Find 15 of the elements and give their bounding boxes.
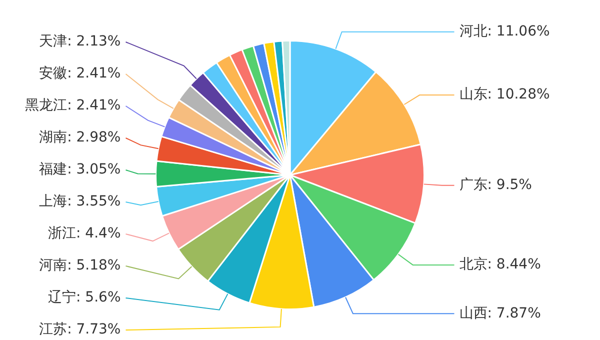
slice-label: 天津: 2.13% (39, 34, 121, 50)
slice-label: 河北: 11.06% (459, 23, 550, 40)
slice-label: 安徽: 2.41% (39, 66, 121, 82)
slice-label: 湖南: 2.98% (39, 130, 121, 146)
slice-label: 浙江: 4.4% (48, 226, 121, 242)
slice-label: 山西: 7.87% (459, 305, 541, 322)
slice-label: 河南: 5.18% (39, 258, 121, 274)
slice-label: 辽宁: 5.6% (48, 290, 121, 306)
slice-label: 上海: 3.55% (39, 194, 121, 210)
slice-label: 山东: 10.28% (459, 86, 550, 103)
slice-label: 江苏: 7.73% (39, 322, 121, 338)
slice-label: 黑龙江: 2.41% (25, 98, 121, 114)
slice-label: 广东: 9.5% (459, 177, 532, 194)
slice-label: 北京: 8.44% (459, 256, 541, 273)
slice-label: 福建: 3.05% (39, 162, 121, 178)
